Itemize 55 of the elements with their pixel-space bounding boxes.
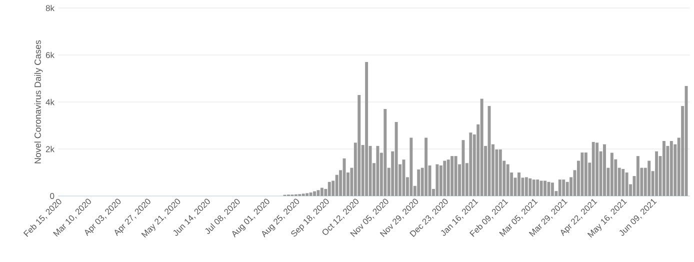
bar <box>320 188 324 196</box>
y-tick-label: 6k <box>46 52 54 58</box>
bar <box>462 140 465 196</box>
bar <box>547 182 550 196</box>
bar <box>528 178 532 196</box>
bar <box>625 172 628 196</box>
bar <box>376 146 380 196</box>
bar <box>562 180 566 196</box>
bar <box>636 156 640 196</box>
bar <box>610 152 614 196</box>
bar <box>670 141 673 196</box>
bar <box>436 164 439 196</box>
bar <box>394 122 398 196</box>
bar <box>536 180 540 196</box>
bar <box>592 142 595 196</box>
bar <box>480 98 484 196</box>
bar <box>358 94 361 196</box>
y-axis-title: Novel Coronavirus Daily Cases <box>34 40 43 164</box>
bar <box>424 138 428 196</box>
y-tick-label: 0 <box>50 193 54 199</box>
bar <box>469 132 472 196</box>
bar <box>540 180 543 196</box>
bar <box>518 172 520 196</box>
bar <box>603 144 606 196</box>
bar <box>446 160 450 196</box>
bar <box>550 182 554 196</box>
bar <box>580 152 584 196</box>
bar <box>544 180 546 196</box>
bar <box>454 156 458 196</box>
bar <box>450 156 454 196</box>
y-tick-label: 2k <box>46 146 54 152</box>
bar <box>584 152 588 196</box>
y-tick-label: 4k <box>46 98 54 106</box>
bar <box>622 168 625 196</box>
bar <box>443 160 446 196</box>
bar <box>648 160 651 196</box>
bar <box>684 86 688 196</box>
bar <box>596 142 599 196</box>
bar <box>524 177 528 196</box>
bar <box>662 141 666 196</box>
bar <box>655 151 658 196</box>
bar <box>328 182 331 196</box>
bar <box>558 180 562 196</box>
bar <box>313 191 316 196</box>
bar <box>410 138 413 196</box>
bar <box>384 109 387 196</box>
bar <box>309 192 312 196</box>
bar <box>506 164 510 196</box>
bar <box>365 62 368 196</box>
bar <box>439 165 442 196</box>
bar <box>498 149 502 196</box>
bar <box>306 193 309 196</box>
bar <box>532 180 536 196</box>
y-tick-label: 8k <box>46 4 54 12</box>
bar <box>417 169 420 196</box>
